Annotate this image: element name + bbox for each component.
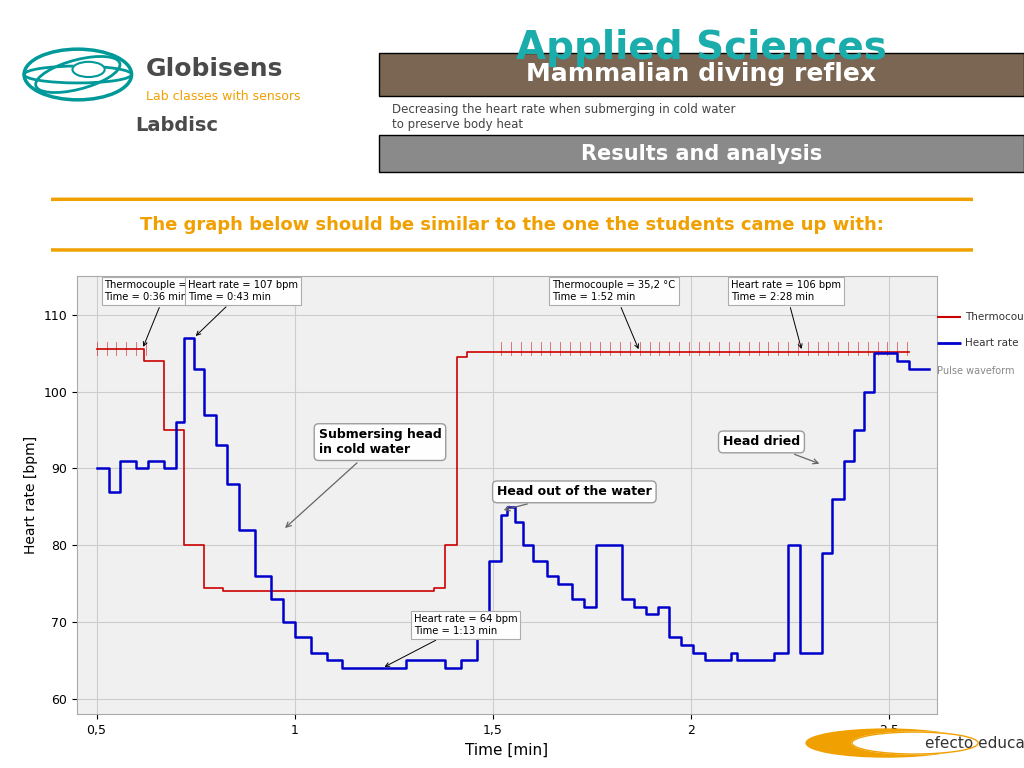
Text: Head out of the water: Head out of the water <box>497 485 651 511</box>
Text: Mammalian diving reflex: Mammalian diving reflex <box>526 61 877 86</box>
Heart rate <box>923 364 935 373</box>
Thermocouple <box>427 587 439 596</box>
Text: Heart rate = 106 bpm
Time = 2:28 min: Heart rate = 106 bpm Time = 2:28 min <box>731 280 841 348</box>
Line: Thermocouple: Thermocouple <box>96 349 909 591</box>
Text: Labdisc: Labdisc <box>135 116 218 134</box>
Text: Submersing head
in cold water: Submersing head in cold water <box>286 428 441 527</box>
FancyBboxPatch shape <box>379 52 1024 97</box>
Thermocouple <box>903 347 915 356</box>
Text: The graph below should be similar to the one the students came up with:: The graph below should be similar to the… <box>140 216 884 233</box>
Thermocouple <box>158 425 170 435</box>
FancyBboxPatch shape <box>42 200 982 250</box>
Line: Heart rate: Heart rate <box>96 338 929 668</box>
Thermocouple <box>158 356 170 366</box>
Text: Globisens: Globisens <box>145 58 284 81</box>
Heart rate <box>321 656 333 665</box>
Circle shape <box>852 732 978 754</box>
Text: Thermocouple = 35,2 °C
Time = 1:52 min: Thermocouple = 35,2 °C Time = 1:52 min <box>553 280 676 348</box>
Circle shape <box>73 62 104 77</box>
Heart rate <box>768 656 780 665</box>
Thermocouple <box>427 583 439 592</box>
Thermocouple <box>217 587 229 596</box>
Thermocouple <box>495 347 507 356</box>
Heart rate <box>178 333 190 343</box>
Heart rate <box>336 664 348 673</box>
Text: efecto educativo: efecto educativo <box>926 736 1024 750</box>
Thermocouple <box>178 541 190 550</box>
Thermocouple <box>495 347 507 356</box>
Thermocouple <box>439 583 452 592</box>
Text: Thermocouple = 35,5 °C
Time = 0:36 min: Thermocouple = 35,5 °C Time = 0:36 min <box>104 280 227 346</box>
Y-axis label: Heart rate [bpm]: Heart rate [bpm] <box>24 436 38 554</box>
Thermocouple <box>198 583 210 592</box>
Heart rate <box>675 633 687 642</box>
Text: Decreasing the heart rate when submerging in cold water
to preserve body heat: Decreasing the heart rate when submergin… <box>392 103 735 131</box>
X-axis label: Time [min]: Time [min] <box>465 743 549 757</box>
Thermocouple <box>198 541 210 550</box>
Text: Heart rate = 64 bpm
Time = 1:13 min: Heart rate = 64 bpm Time = 1:13 min <box>385 614 517 667</box>
Thermocouple <box>138 345 151 354</box>
Thermocouple <box>452 541 464 550</box>
Thermocouple <box>138 356 151 366</box>
Text: Pulse waveform: Pulse waveform <box>937 366 1015 376</box>
Thermocouple <box>452 353 464 362</box>
Text: Thermocouple: Thermocouple <box>965 312 1024 322</box>
Text: Applied Sciences: Applied Sciences <box>516 29 887 67</box>
Text: Lab classes with sensors: Lab classes with sensors <box>145 90 300 103</box>
Circle shape <box>806 729 967 757</box>
FancyBboxPatch shape <box>379 135 1024 173</box>
Heart rate <box>731 648 743 657</box>
Thermocouple <box>90 345 102 354</box>
Heart rate <box>501 510 513 519</box>
Thermocouple <box>178 425 190 435</box>
Heart rate <box>90 464 102 473</box>
Heart rate <box>566 579 579 588</box>
Text: Results and analysis: Results and analysis <box>581 144 822 164</box>
Text: Head dried: Head dried <box>723 435 818 464</box>
Thermocouple <box>217 583 229 592</box>
Thermocouple <box>439 541 452 550</box>
Thermocouple <box>461 353 473 362</box>
Text: Heart rate: Heart rate <box>965 338 1018 349</box>
Thermocouple <box>461 347 473 356</box>
Text: Heart rate = 107 bpm
Time = 0:43 min: Heart rate = 107 bpm Time = 0:43 min <box>187 280 298 336</box>
